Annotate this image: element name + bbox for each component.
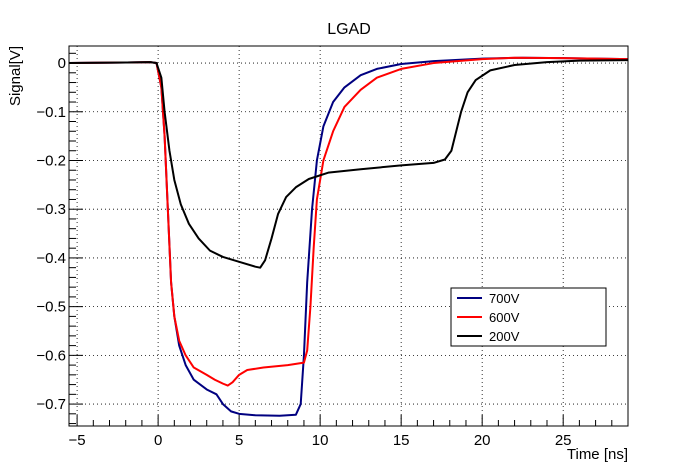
chart-title: LGAD (327, 21, 371, 38)
legend: 700V 600V 200V (450, 287, 607, 347)
x-tick-label: −5 (69, 432, 86, 449)
series-layer (68, 56, 629, 417)
y-tick-label: −0.4 (36, 250, 66, 267)
x-tick-label: 15 (393, 432, 410, 449)
tick-label-layer: −5 0 5 10 15 20 25 0 −0.1 −0.2 −0.3 −0.4 −0.5 −0.6 −0.… (36, 55, 571, 449)
tick-layer (69, 52, 629, 426)
x-tick-label: 10 (312, 432, 329, 449)
y-tick-label: −0.7 (36, 396, 66, 413)
legend-label-600v: 600V (489, 310, 520, 325)
y-tick-label: −0.5 (36, 299, 66, 316)
x-tick-label: 25 (555, 432, 572, 449)
y-tick-label: −0.1 (36, 104, 66, 121)
x-tick-label: 5 (235, 432, 243, 449)
legend-label-700v: 700V (489, 291, 520, 306)
y-tick-label: −0.2 (36, 152, 66, 169)
x-tick-label: 20 (474, 432, 491, 449)
y-tick-label: 0 (58, 55, 66, 72)
y-axis-title: Signal[V] (7, 46, 24, 106)
plot-frame (68, 45, 629, 427)
y-tick-label: −0.6 (36, 347, 66, 364)
x-axis-title: Time [ns] (567, 446, 628, 463)
y-tick-label: −0.3 (36, 201, 66, 218)
series-line-600v (68, 56, 629, 387)
grid-layer (69, 46, 628, 426)
legend-label-200v: 200V (489, 329, 520, 344)
x-tick-label: 0 (154, 432, 162, 449)
series-line-200v (68, 59, 629, 269)
